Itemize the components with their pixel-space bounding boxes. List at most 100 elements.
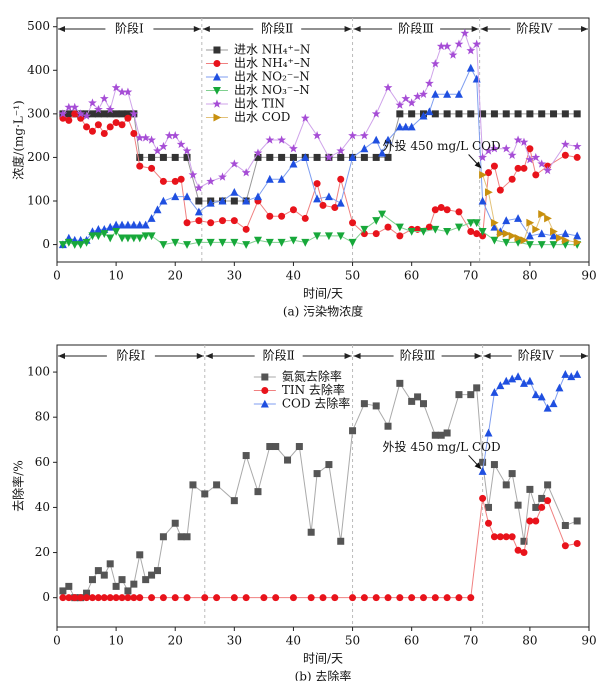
marker: [112, 582, 120, 590]
marker: [242, 452, 250, 460]
marker: [171, 153, 179, 161]
marker: [59, 594, 67, 602]
marker: [183, 192, 192, 201]
marker: [337, 153, 345, 161]
marker: [396, 110, 404, 118]
arrow-head: [474, 161, 482, 169]
marker: [573, 370, 582, 378]
marker: [182, 146, 192, 155]
y-tick-label: 300: [27, 106, 50, 120]
chart-title: (b) 去除率: [295, 669, 352, 681]
x-tick-label: 60: [404, 634, 419, 648]
marker: [537, 392, 546, 401]
stage-label-bg: [393, 348, 442, 364]
legend-marker: [212, 87, 221, 95]
marker: [496, 533, 504, 541]
marker: [94, 225, 103, 233]
stage-label-bg: [105, 21, 154, 37]
marker: [88, 576, 96, 584]
marker: [130, 594, 138, 602]
stage-label: 阶段Ⅰ: [115, 21, 144, 36]
x-tick-label: 50: [345, 269, 360, 283]
marker: [514, 214, 523, 222]
marker: [272, 594, 280, 602]
marker: [408, 397, 416, 405]
y-tick-label: 400: [27, 63, 50, 77]
marker: [408, 594, 416, 602]
marker: [508, 175, 516, 183]
marker: [508, 470, 516, 478]
marker: [567, 372, 576, 381]
marker: [348, 153, 357, 161]
marker: [313, 153, 321, 161]
arrow-head: [193, 26, 201, 32]
marker: [65, 110, 73, 118]
y-tick-label: 100: [27, 194, 50, 208]
marker: [419, 400, 427, 408]
marker: [448, 50, 458, 59]
marker: [561, 542, 569, 550]
stage-label-bg: [392, 21, 441, 37]
marker: [372, 217, 381, 225]
marker: [153, 205, 162, 214]
marker: [118, 121, 126, 129]
marker: [253, 148, 263, 157]
marker: [230, 594, 238, 602]
marker: [171, 192, 180, 201]
legend-marker: [261, 387, 269, 394]
marker: [490, 388, 499, 396]
marker: [425, 78, 434, 88]
stage-label-bg: [510, 21, 559, 37]
marker: [313, 180, 321, 188]
marker: [88, 98, 97, 107]
marker: [201, 594, 209, 602]
marker: [130, 129, 138, 137]
plot-frame: [56, 344, 590, 628]
marker: [83, 594, 91, 602]
marker: [555, 383, 564, 392]
marker: [277, 238, 286, 247]
marker: [99, 94, 109, 103]
marker: [88, 110, 96, 118]
annotation: 外投 450 mg/L COD: [383, 138, 501, 153]
marker: [572, 141, 582, 151]
marker: [526, 485, 534, 493]
marker: [230, 217, 238, 225]
marker: [176, 139, 186, 149]
y-tick-label: 60: [35, 455, 50, 469]
marker: [561, 110, 569, 118]
stage-label: 阶段Ⅳ: [516, 21, 553, 36]
marker: [443, 594, 451, 602]
marker: [455, 391, 463, 399]
marker: [431, 225, 440, 234]
marker: [443, 89, 452, 98]
marker: [284, 456, 292, 464]
marker: [148, 594, 156, 602]
marker: [142, 576, 150, 584]
marker: [431, 110, 439, 118]
marker: [479, 110, 487, 118]
marker: [349, 594, 357, 602]
marker: [526, 218, 535, 227]
marker: [467, 391, 475, 399]
marker: [171, 519, 179, 527]
marker: [136, 162, 144, 170]
x-tick-label: 60: [404, 269, 419, 283]
marker: [253, 236, 262, 245]
marker: [419, 594, 427, 602]
marker: [141, 232, 150, 241]
arrow-head: [344, 26, 352, 32]
marker: [508, 533, 516, 541]
marker: [265, 238, 274, 247]
arrow-head: [480, 26, 488, 32]
marker: [514, 110, 522, 118]
arrow-head: [58, 26, 65, 32]
marker: [573, 517, 581, 525]
marker: [473, 230, 481, 238]
marker: [443, 429, 451, 437]
y-axis-label: 浓度/(mg·L⁻¹): [11, 100, 26, 179]
marker: [195, 217, 203, 225]
y-tick-label: 80: [35, 410, 50, 424]
marker: [106, 594, 114, 602]
marker: [100, 129, 108, 137]
